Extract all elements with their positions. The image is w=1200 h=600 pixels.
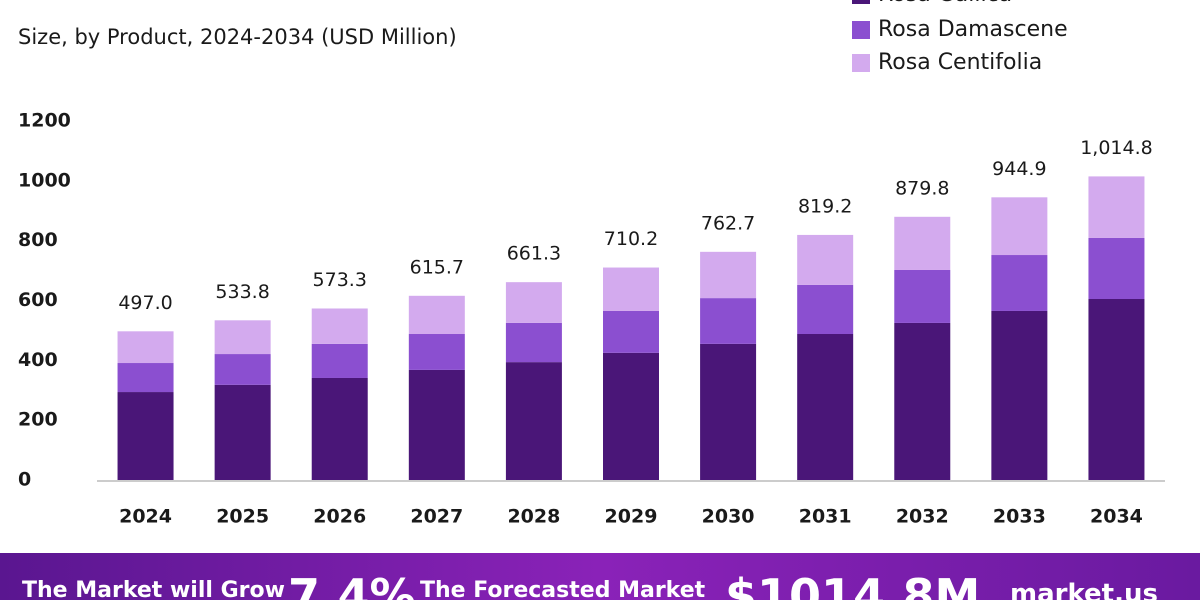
y-tick-label: 400 bbox=[18, 349, 58, 371]
total-label: 497.0 bbox=[118, 292, 172, 314]
banner bbox=[0, 553, 1200, 600]
bar-segment bbox=[1088, 176, 1145, 238]
bar-segment bbox=[505, 362, 562, 480]
bar-segment bbox=[603, 352, 659, 480]
bar-segment bbox=[505, 322, 562, 363]
legend-label: Rosa Centifolia bbox=[878, 50, 1042, 75]
bar-segment bbox=[603, 310, 659, 353]
bar-segment bbox=[214, 320, 271, 355]
bar-segment bbox=[408, 369, 465, 480]
legend-label: Rosa Gallica bbox=[878, 0, 1012, 7]
total-label: 661.3 bbox=[507, 243, 561, 265]
banner-brand: market.us bbox=[1010, 579, 1158, 600]
bar-segment bbox=[214, 384, 271, 480]
bar-segment bbox=[894, 269, 951, 323]
bar-segment bbox=[700, 343, 757, 480]
banner-text: The Market will Grow bbox=[22, 578, 285, 600]
x-tick-label: 2026 bbox=[313, 506, 366, 528]
legend-label: Rosa Damascene bbox=[878, 17, 1068, 42]
total-label: 710.2 bbox=[604, 228, 658, 250]
total-label: 573.3 bbox=[313, 269, 367, 291]
banner-value: 7.4% bbox=[288, 569, 416, 600]
bar-segment bbox=[603, 267, 659, 311]
bar-segment bbox=[311, 343, 368, 378]
bar-segment bbox=[311, 308, 368, 344]
total-label: 762.7 bbox=[701, 212, 755, 234]
total-label: 615.7 bbox=[410, 256, 464, 278]
bar-segment bbox=[991, 197, 1048, 256]
x-tick-label: 2030 bbox=[702, 506, 755, 528]
bar-segment bbox=[894, 322, 951, 480]
x-tick-label: 2032 bbox=[896, 506, 949, 528]
bar-segment bbox=[1088, 299, 1145, 480]
total-label: 879.8 bbox=[895, 177, 949, 199]
x-tick-label: 2024 bbox=[119, 506, 172, 528]
legend-swatch bbox=[852, 54, 870, 72]
banner-value: $1014.8M bbox=[725, 569, 980, 600]
y-tick-label: 200 bbox=[18, 409, 58, 431]
bar-segment bbox=[797, 234, 854, 285]
bar-segment bbox=[991, 310, 1048, 480]
x-tick-label: 2029 bbox=[605, 506, 658, 528]
total-label: 944.9 bbox=[992, 158, 1046, 180]
bar-segment bbox=[408, 295, 465, 335]
banner-text: The Forecasted Market bbox=[420, 578, 706, 600]
bar-segment bbox=[408, 334, 465, 370]
y-tick-label: 1000 bbox=[18, 169, 71, 191]
bar-segment bbox=[214, 354, 271, 385]
bar-segment bbox=[797, 284, 854, 335]
bar-segment bbox=[700, 251, 757, 299]
x-tick-label: 2025 bbox=[216, 506, 269, 528]
bar-segment bbox=[991, 255, 1048, 311]
x-tick-label: 2031 bbox=[799, 506, 852, 528]
y-tick-label: 0 bbox=[18, 469, 31, 491]
total-label: 533.8 bbox=[215, 281, 269, 303]
legend-swatch bbox=[852, 0, 870, 4]
chart-subtitle: Size, by Product, 2024-2034 (USD Million… bbox=[18, 25, 457, 49]
bar-segment bbox=[117, 392, 174, 480]
x-tick-label: 2033 bbox=[993, 506, 1046, 528]
y-tick-label: 600 bbox=[18, 289, 58, 311]
total-label: 1,014.8 bbox=[1080, 137, 1153, 159]
bar-segment bbox=[117, 331, 174, 364]
bar-segment bbox=[311, 377, 368, 480]
y-tick-label: 800 bbox=[18, 229, 58, 251]
bar-segment bbox=[700, 298, 757, 344]
x-tick-label: 2028 bbox=[507, 506, 560, 528]
x-tick-label: 2034 bbox=[1090, 506, 1143, 528]
bar-segment bbox=[894, 216, 951, 270]
total-label: 819.2 bbox=[798, 195, 852, 217]
legend-swatch bbox=[852, 21, 870, 39]
y-tick-label: 1200 bbox=[18, 110, 71, 132]
bar-segment bbox=[505, 282, 562, 323]
x-tick-label: 2027 bbox=[410, 506, 463, 528]
bar-segment bbox=[797, 334, 854, 480]
bar-segment bbox=[117, 363, 174, 393]
bar-segment bbox=[1088, 237, 1145, 300]
